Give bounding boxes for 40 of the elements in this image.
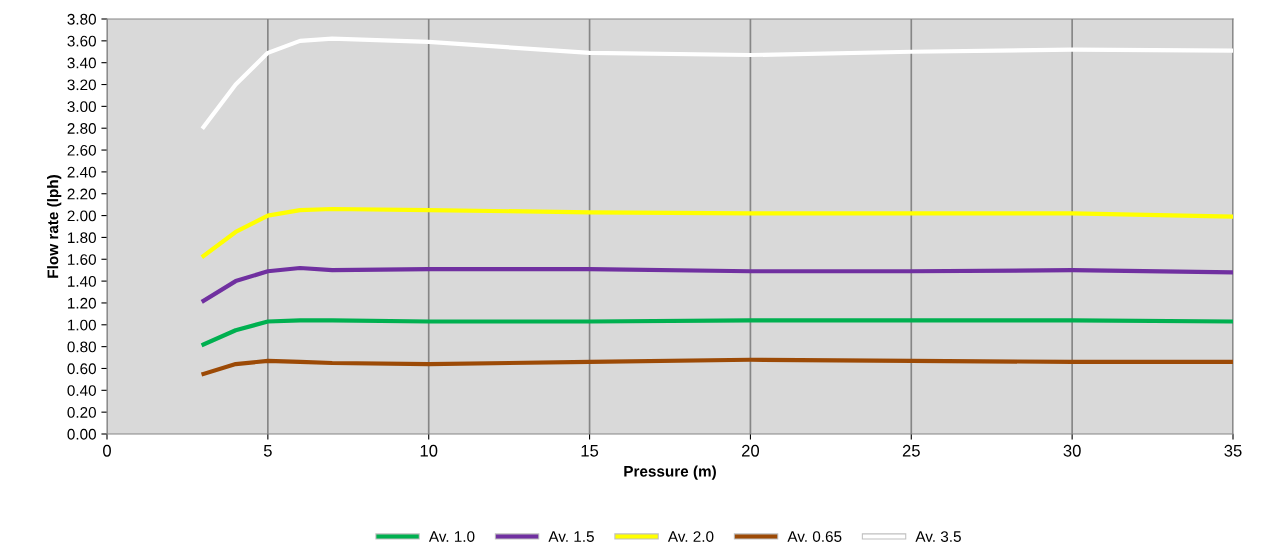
legend-label: Av. 0.65 [787,531,842,542]
x-tick-label: 0 [103,444,111,457]
y-tick-label: 0.40 [67,385,96,396]
y-tick-label: 2.20 [67,188,96,200]
x-tick-label: 5 [263,445,272,457]
legend-label: Av. 3.5 [915,531,961,542]
x-axis-title: Pressure (m) [624,465,716,480]
y-tick-label: 2.60 [67,144,96,156]
line-series [201,36,1233,130]
y-tick-label: 3.00 [67,101,96,113]
y-tick-label: 2.40 [67,166,96,178]
legend-label: Av. 1.5 [548,531,594,542]
y-tick-label: 3.60 [67,35,96,47]
x-tick-label: 35 [1224,444,1242,457]
y-tick-label: 3.80 [67,13,96,25]
y-tick-label: 2.80 [67,123,96,134]
y-tick-label: 2.00 [67,210,96,222]
y-tick-label: 1.20 [68,297,96,309]
x-tick-label: 30 [1063,444,1081,457]
y-tick-label: 1.00 [68,319,96,331]
y-tick-label: 1.40 [68,275,96,287]
y-tick-label: 0.80 [67,341,96,353]
line-series [201,357,1233,377]
y-tick-label: 0.00 [67,428,96,440]
legend-label: Av. 2.0 [667,531,714,542]
y-tick-label: 0.20 [67,407,96,418]
y-tick-label: 3.20 [67,79,96,91]
y-axis-title: Flow rate (lph) [47,175,62,278]
y-tick-label: 1.60 [68,254,96,265]
x-tick-label: 25 [902,444,920,457]
x-tick-label: 15 [581,445,599,457]
line-series [201,265,1233,303]
line-series [201,206,1233,259]
y-tick-label: 0.60 [67,363,96,375]
x-tick-label: 20 [742,444,760,457]
x-tick-label: 10 [420,444,438,457]
y-tick-label: 1.80 [68,232,96,244]
line-series [201,318,1233,347]
y-tick-label: 3.40 [67,57,96,69]
legend-label: Av. 1.0 [428,531,475,542]
